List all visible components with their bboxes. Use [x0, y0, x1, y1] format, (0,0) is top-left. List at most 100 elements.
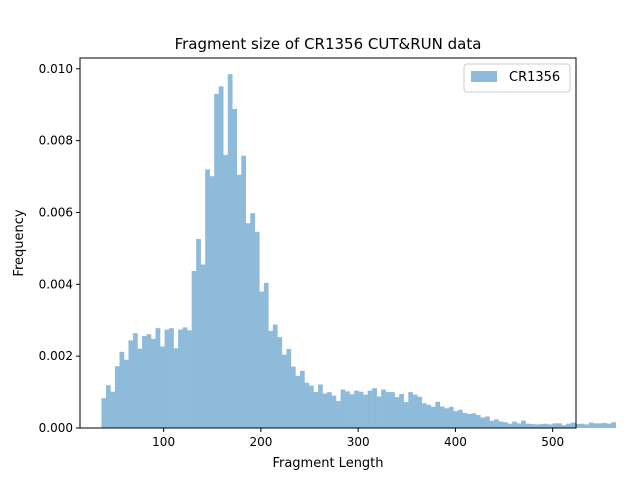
histogram-bars: [101, 74, 617, 429]
histogram-bar: [322, 393, 328, 428]
histogram-bar: [128, 340, 134, 428]
histogram-bar: [367, 390, 373, 428]
histogram-bar: [142, 336, 147, 428]
histogram-bar: [354, 390, 359, 428]
histogram-bar: [534, 424, 540, 428]
histogram-bar: [552, 423, 558, 428]
histogram-bar: [155, 328, 161, 428]
histogram-bar: [480, 417, 486, 428]
histogram-bar: [327, 392, 332, 428]
histogram-bar: [178, 329, 183, 428]
histogram-bar: [471, 413, 477, 428]
histogram-bar: [340, 389, 346, 428]
histogram-bar: [245, 223, 251, 428]
histogram-bar: [575, 424, 580, 428]
histogram-bar: [448, 406, 454, 428]
histogram-bar: [421, 403, 427, 428]
histogram-bar: [385, 392, 391, 428]
histogram-bar: [557, 423, 562, 428]
plot-frame: [79, 57, 577, 429]
y-tick-label: 0.008: [39, 134, 73, 148]
histogram-bar: [254, 231, 260, 428]
histogram-bar: [169, 328, 174, 428]
histogram-bar: [512, 421, 517, 428]
y-tick-label: 0.010: [39, 62, 73, 76]
histogram-bar: [498, 421, 504, 428]
histogram-bar: [299, 370, 305, 428]
histogram-bar: [187, 330, 192, 428]
y-axis-label: Frequency: [12, 209, 27, 276]
y-axis-ticks: 0.000 0.002 0.004 0.006 0.008 0.010: [39, 62, 80, 435]
histogram-bar: [241, 155, 247, 428]
histogram-bar: [223, 154, 228, 429]
histogram-bar: [516, 423, 522, 428]
histogram-bar: [272, 324, 278, 428]
histogram-bar: [110, 391, 116, 428]
histogram-bar: [430, 406, 436, 428]
histogram-bar: [507, 423, 513, 428]
histogram-bar: [209, 176, 215, 428]
y-tick-label: 0.000: [39, 421, 73, 435]
histogram-bar: [579, 423, 585, 428]
histogram-bar: [119, 351, 125, 428]
histogram-bar: [263, 282, 269, 428]
histogram-bar: [381, 389, 386, 428]
histogram-bar: [548, 424, 553, 428]
histogram-bar: [372, 388, 377, 428]
histogram-bar: [132, 333, 138, 428]
histogram-bar: [123, 359, 129, 428]
histogram-bar: [196, 239, 201, 428]
x-axis-label: Fragment Length: [272, 456, 383, 471]
histogram-bar: [349, 394, 355, 428]
histogram-bar: [259, 291, 265, 428]
histogram-bar: [525, 423, 531, 428]
histogram-bar: [236, 174, 242, 428]
histogram-bar: [566, 423, 571, 428]
histogram-bar: [290, 366, 296, 428]
histogram-bar: [530, 424, 535, 428]
histogram-bar: [521, 420, 526, 428]
y-tick-label: 0.004: [39, 277, 73, 291]
histogram-bar: [191, 271, 197, 428]
histogram-bar: [426, 404, 432, 428]
histogram-bar: [403, 402, 409, 428]
histogram-bar: [466, 413, 472, 428]
histogram-bar: [453, 411, 459, 428]
x-tick-label: 100: [152, 435, 175, 449]
histogram-bar: [484, 416, 490, 428]
histogram-bar: [489, 420, 495, 428]
histogram-bar: [493, 419, 499, 428]
histogram-bar: [543, 423, 549, 428]
histogram-bar: [182, 327, 188, 428]
histogram-bar: [101, 398, 107, 428]
histogram-bar: [205, 169, 210, 429]
histogram-bar: [250, 213, 256, 428]
x-tick-label: 500: [541, 435, 564, 449]
histogram-bar: [218, 86, 224, 428]
histogram-bar: [295, 375, 301, 428]
histogram-bar: [435, 401, 441, 428]
histogram-bar: [462, 412, 468, 428]
histogram-bar: [417, 396, 423, 428]
legend-swatch: [471, 71, 497, 82]
histogram-bar: [475, 415, 481, 428]
histogram-bar: [304, 382, 310, 428]
x-tick-label: 200: [249, 435, 272, 449]
histogram-bar: [173, 348, 179, 428]
y-tick-label: 0.006: [39, 205, 73, 219]
histogram-bar: [412, 394, 418, 428]
histogram-bar: [308, 385, 314, 428]
histogram-bar: [227, 74, 233, 429]
histogram-bar: [160, 346, 165, 428]
histogram-bar: [503, 422, 508, 428]
histogram-bar: [408, 392, 414, 428]
histogram-bar: [345, 391, 350, 428]
histogram-bar: [286, 348, 292, 428]
histogram-bar: [331, 395, 337, 428]
histogram-bar: [606, 423, 612, 428]
histogram-bar: [232, 109, 238, 428]
histogram-bar: [151, 338, 156, 428]
histogram-bar: [570, 422, 576, 428]
histogram-bar: [394, 397, 400, 428]
